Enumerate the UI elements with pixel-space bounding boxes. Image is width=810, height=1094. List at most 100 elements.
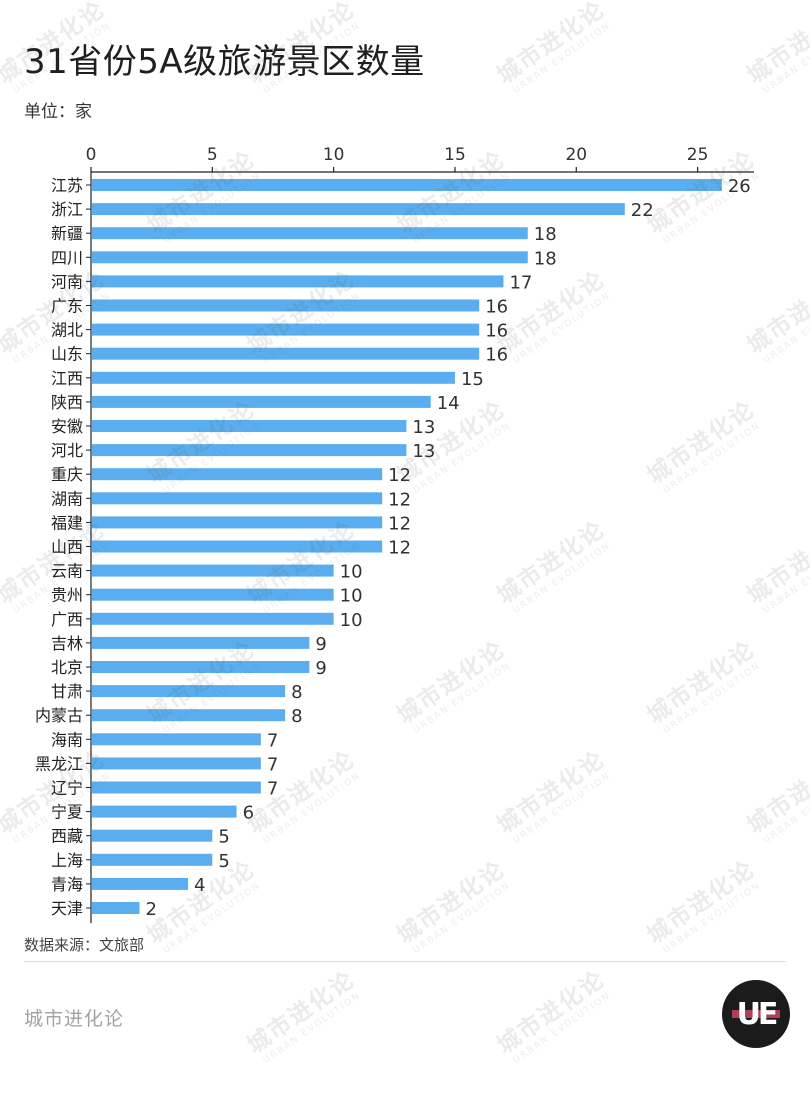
bar (92, 781, 261, 794)
category-label: 山东 (51, 345, 83, 364)
bar (92, 347, 480, 360)
category-label: 陕西 (51, 393, 83, 412)
bar (92, 420, 407, 432)
bar (92, 323, 480, 336)
category-label: 黑龙江 (35, 754, 83, 773)
bar (92, 444, 407, 457)
value-label: 7 (267, 730, 278, 751)
bar (92, 757, 261, 770)
bar (92, 612, 334, 625)
value-label: 18 (534, 248, 557, 269)
category-label: 江苏 (51, 176, 83, 195)
category-label: 上海 (51, 851, 83, 870)
bar (92, 877, 189, 890)
bar (92, 179, 722, 191)
x-tick-label: 5 (207, 145, 218, 165)
bar (92, 203, 625, 216)
bar (92, 636, 310, 649)
bar (92, 275, 504, 288)
value-label: 13 (412, 417, 435, 438)
bar (92, 492, 383, 505)
category-label: 贵州 (51, 586, 83, 605)
category-label: 天津 (51, 899, 83, 918)
value-label: 2 (146, 899, 157, 920)
bar (92, 299, 480, 312)
category-label: 河北 (51, 441, 83, 460)
bar (92, 516, 383, 529)
value-label: 12 (388, 465, 411, 486)
category-label: 湖北 (51, 321, 83, 340)
category-label: 内蒙古 (35, 706, 83, 725)
value-label: 10 (340, 610, 363, 631)
category-label: 青海 (51, 875, 83, 894)
value-label: 17 (509, 272, 532, 293)
category-label: 河南 (51, 272, 83, 291)
category-label: 新疆 (51, 224, 83, 243)
value-label: 8 (291, 706, 302, 727)
x-tick-label: 20 (565, 145, 587, 165)
category-label: 广东 (51, 297, 83, 316)
value-label: 6 (243, 803, 254, 824)
bar (92, 564, 334, 577)
category-label: 浙江 (51, 200, 83, 219)
category-label: 甘肃 (51, 682, 83, 701)
x-tick-label: 10 (323, 145, 345, 165)
chart-title: 31省份5A级旅游景区数量 (24, 42, 425, 82)
category-label: 吉林 (51, 634, 83, 653)
data-source: 数据来源：文旅部 (24, 936, 145, 954)
category-label: 辽宁 (51, 779, 83, 798)
value-label: 5 (218, 851, 229, 872)
value-label: 13 (412, 441, 435, 462)
bar (92, 395, 431, 408)
bar (92, 709, 286, 722)
value-label: 5 (218, 827, 229, 848)
x-tick-label: 15 (444, 145, 466, 165)
bar (92, 805, 237, 818)
bar (92, 829, 213, 842)
unit-label: 单位：家 (24, 102, 92, 122)
bar (92, 540, 383, 553)
category-label: 四川 (51, 248, 83, 267)
bar (92, 733, 261, 746)
value-label: 10 (340, 562, 363, 583)
category-label: 宁夏 (51, 803, 83, 822)
brand-name: 城市进化论 (24, 1008, 125, 1030)
category-label: 西藏 (51, 827, 83, 846)
value-label: 12 (388, 538, 411, 559)
value-label: 7 (267, 754, 278, 775)
value-label: 26 (728, 176, 751, 197)
value-label: 14 (437, 393, 460, 414)
category-label: 福建 (51, 513, 83, 532)
value-label: 22 (631, 200, 654, 221)
bar (92, 661, 310, 673)
logo-band (732, 1010, 780, 1018)
category-label: 海南 (51, 730, 83, 749)
brand-logo-icon: UE (722, 980, 790, 1048)
value-label: 16 (485, 345, 508, 366)
bar (92, 853, 213, 866)
value-label: 16 (485, 321, 508, 342)
bar (92, 227, 528, 240)
category-label: 湖南 (51, 489, 83, 508)
bar (92, 685, 286, 698)
x-tick-label: 0 (86, 145, 97, 165)
value-label: 15 (461, 369, 484, 390)
value-label: 12 (388, 513, 411, 534)
category-label: 重庆 (51, 465, 83, 484)
bar (92, 902, 140, 914)
value-label: 9 (315, 634, 326, 655)
category-label: 云南 (51, 562, 83, 581)
bar (92, 588, 334, 601)
value-label: 16 (485, 297, 508, 318)
category-label: 江西 (51, 369, 83, 388)
category-label: 北京 (51, 658, 83, 677)
bar (92, 468, 383, 481)
category-label: 广西 (51, 610, 83, 629)
bar (92, 251, 528, 264)
logo-text: UE (736, 996, 779, 1032)
value-label: 7 (267, 779, 278, 800)
category-label: 山西 (51, 538, 83, 557)
bar (92, 371, 455, 384)
value-label: 10 (340, 586, 363, 607)
